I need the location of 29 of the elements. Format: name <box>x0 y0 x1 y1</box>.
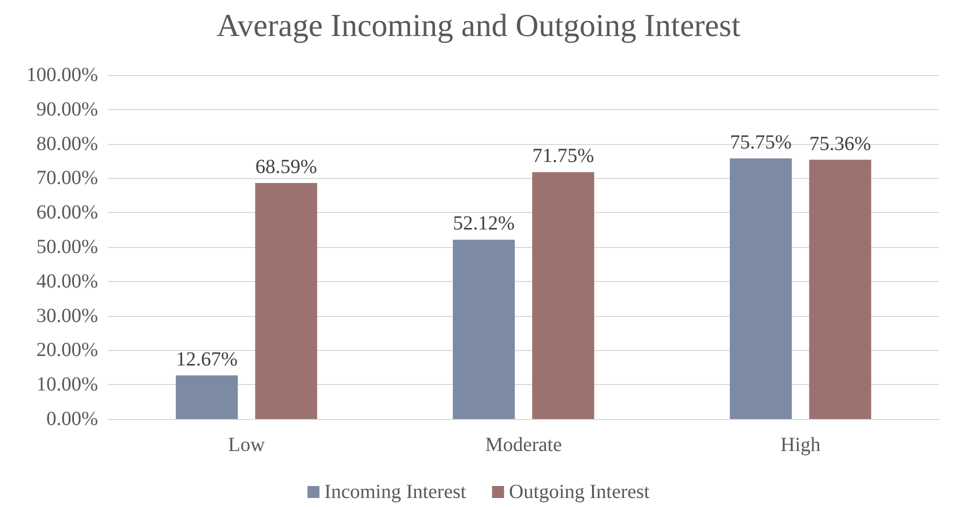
y-tick-label: 30.00% <box>36 304 98 327</box>
data-label: 71.75% <box>532 145 594 168</box>
legend-label: Outgoing Interest <box>509 481 650 503</box>
y-tick-label: 80.00% <box>36 132 98 155</box>
y-tick-label: 100.00% <box>26 64 98 86</box>
data-label: 12.67% <box>176 348 238 370</box>
x-tick-label: Low <box>228 434 266 456</box>
x-tick-label: Moderate <box>485 434 562 456</box>
y-tick-label: 0.00% <box>46 408 98 430</box>
y-tick-label: 10.00% <box>36 374 98 396</box>
y-tick-label: 60.00% <box>36 202 98 224</box>
data-label: 52.12% <box>452 212 515 235</box>
bar <box>532 172 594 419</box>
chart-title: Average Incoming and Outgoing Interest <box>216 7 740 43</box>
bar <box>730 158 792 419</box>
bar <box>452 240 515 419</box>
data-label: 75.75% <box>730 131 792 154</box>
data-label: 68.59% <box>255 156 318 178</box>
y-tick-label: 40.00% <box>36 270 98 292</box>
y-tick-label: 20.00% <box>36 339 98 362</box>
y-tick-label: 50.00% <box>36 236 98 258</box>
y-tick-label: 70.00% <box>36 167 98 190</box>
bar <box>809 160 872 419</box>
x-tick-label: High <box>780 434 820 456</box>
bar <box>255 183 318 419</box>
bar <box>176 375 238 419</box>
data-label: 75.36% <box>809 132 872 155</box>
y-tick-label: 90.00% <box>36 98 98 120</box>
legend-label: Incoming Interest <box>324 481 466 503</box>
